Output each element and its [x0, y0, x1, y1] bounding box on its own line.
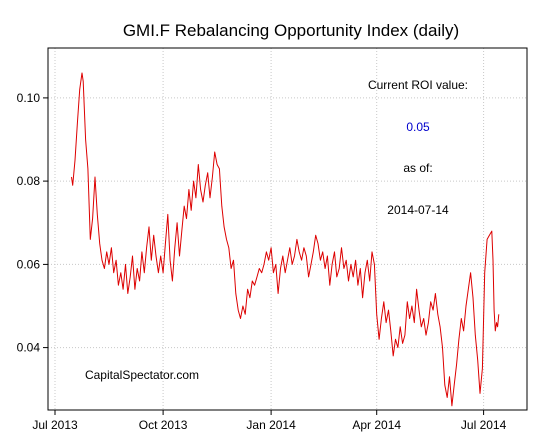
x-tick-label: Oct 2013	[139, 418, 188, 432]
series-line	[71, 72, 500, 407]
y-axis: 0.04 0.06 0.08 0.10	[17, 91, 48, 355]
y-tick-label: 0.10	[17, 91, 41, 105]
source-credit: CapitalSpectator.com	[85, 368, 199, 382]
x-tick-label: Jul 2013	[32, 418, 78, 432]
y-tick-label: 0.08	[17, 174, 41, 188]
x-tick-label: Jan 2014	[246, 418, 296, 432]
plot-frame	[47, 47, 528, 411]
as-of-label: as of:	[403, 161, 432, 175]
grid	[48, 48, 527, 410]
y-tick-label: 0.04	[17, 341, 41, 355]
x-axis: Jul 2013 Oct 2013 Jan 2014 Apr 2014 Jul 2014	[32, 410, 507, 432]
x-tick-label: Apr 2014	[352, 418, 401, 432]
roi-label: Current ROI value:	[368, 78, 468, 92]
series-group	[71, 72, 500, 407]
as-of-date: 2014-07-14	[387, 203, 449, 217]
y-tick-label: 0.06	[17, 257, 41, 271]
chart-title: GMI.F Rebalancing Opportunity Index (dai…	[123, 21, 459, 40]
roi-value: 0.05	[406, 120, 430, 134]
x-tick-label: Jul 2014	[461, 418, 507, 432]
